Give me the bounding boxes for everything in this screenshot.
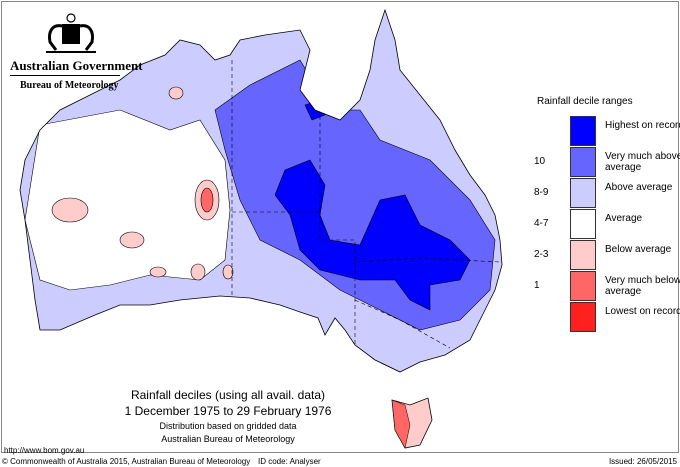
legend-label: Very much above average	[605, 151, 680, 173]
map-period: 1 December 1975 to 29 February 1976	[124, 404, 332, 418]
below-average-patch	[222, 264, 234, 280]
id-code: ID code: Analyser	[258, 457, 321, 466]
legend-swatch	[570, 302, 596, 332]
coastline	[19, 8, 503, 373]
legend-label: Highest on record	[605, 120, 680, 131]
legend-swatch	[570, 209, 596, 239]
legend-label: Very much below average	[605, 275, 680, 297]
below-average-patch	[149, 266, 167, 278]
map-frame	[1, 1, 679, 453]
map-source: Australian Bureau of Meteorology	[161, 434, 295, 444]
below-average-patch	[190, 263, 206, 281]
legend-decile: 10	[534, 156, 546, 167]
below-average-patch	[119, 231, 145, 249]
legend-swatch	[570, 240, 596, 270]
legend-label: Lowest on record	[605, 306, 680, 317]
government-title: Australian Government	[10, 58, 143, 73]
legend-decile: 8-9	[534, 187, 549, 198]
below-average-patch	[168, 86, 184, 100]
below-average-patch	[51, 197, 89, 223]
legend-decile: 1	[534, 280, 540, 291]
state-borders	[231, 60, 501, 350]
legend-label: Below average	[605, 244, 672, 255]
issued-date: Issued: 26/05/2015	[608, 457, 677, 466]
legend-swatch	[570, 178, 596, 208]
map-note: Distribution based on gridded data	[159, 421, 297, 431]
legend-label: Above average	[605, 182, 673, 193]
legend-title: Rainfall decile ranges	[537, 96, 633, 107]
coat-of-arms-logo	[46, 13, 96, 53]
tasmania	[391, 397, 433, 449]
bureau-title: Bureau of Meteorology	[20, 80, 119, 91]
highest-on-record-region	[274, 159, 471, 311]
legend-decile: 4-7	[534, 218, 549, 229]
legend-swatch	[570, 147, 596, 177]
legend-label: Average	[605, 213, 643, 224]
very-much-below-average-patch	[200, 187, 214, 213]
legend-decile: 2-3	[534, 249, 549, 260]
map-title: Rainfall deciles (using all avail. data)	[130, 388, 326, 402]
header-divider	[10, 75, 120, 76]
copyright: © Commonwealth of Australia 2015, Austra…	[2, 457, 251, 466]
bom-url-link[interactable]: http://www.bom.gov.au	[4, 446, 85, 455]
legend-swatch	[570, 116, 596, 146]
average-region	[24, 109, 231, 291]
legend-swatch	[570, 271, 596, 301]
